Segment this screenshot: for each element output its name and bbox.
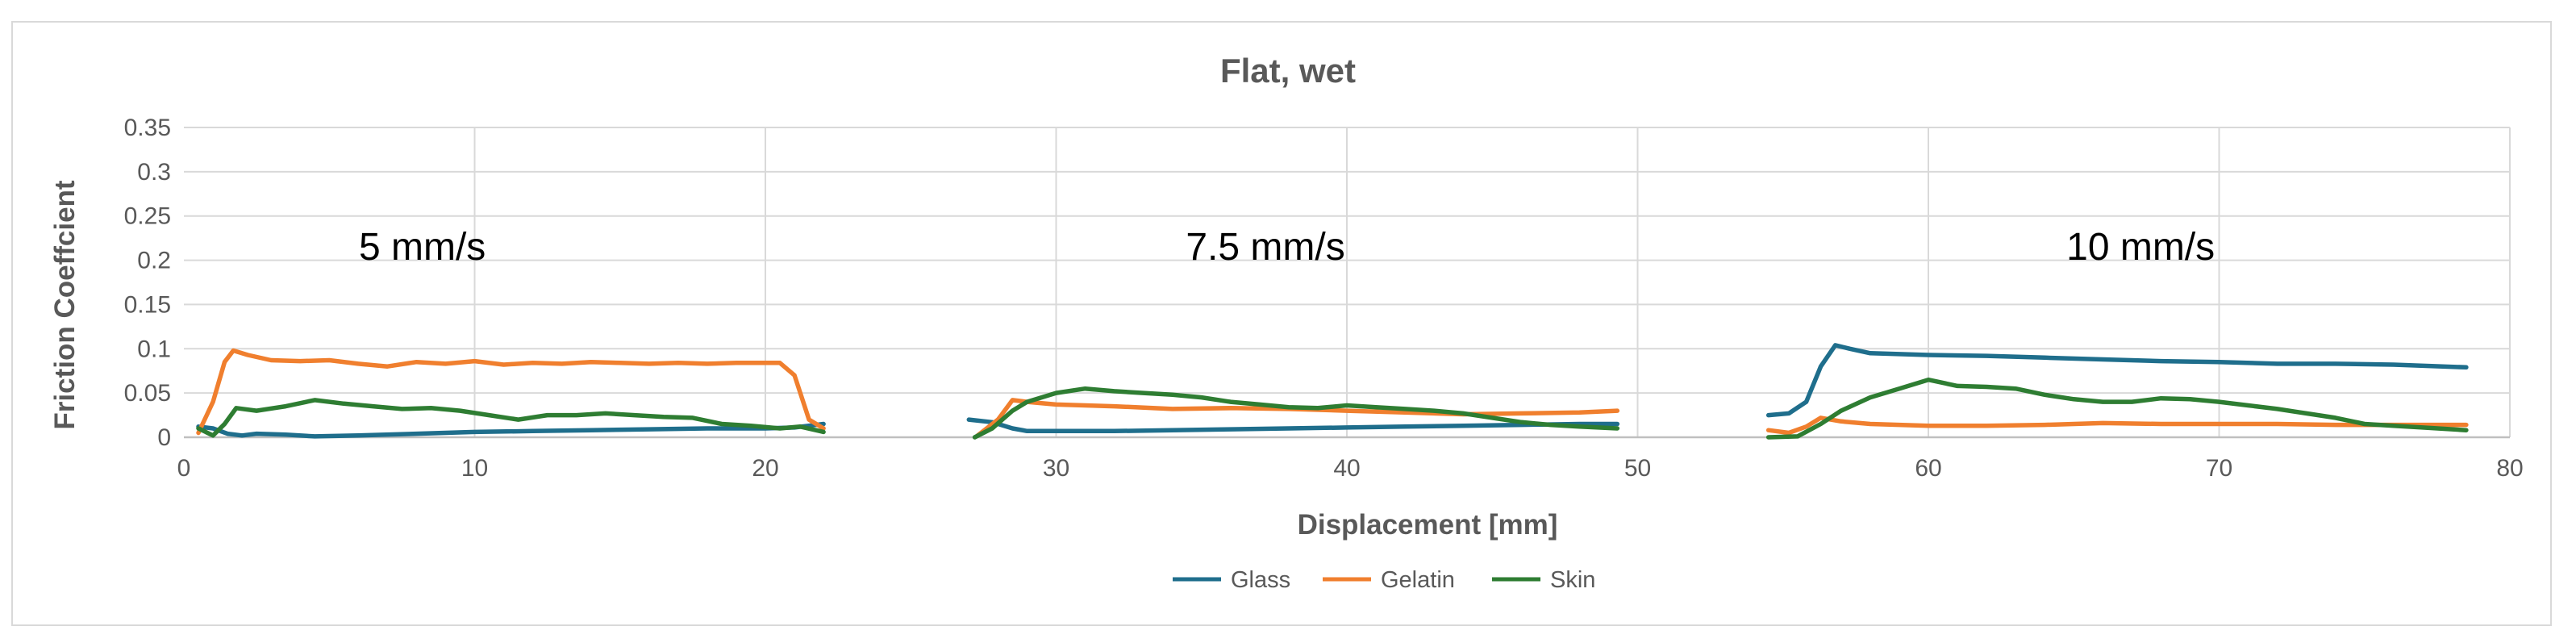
y-tick-labels: 0 0.05 0.1 0.15 0.2 0.25 0.3 0.35 [124, 115, 171, 451]
legend: Glass Gelatin Skin [1173, 567, 1595, 593]
y-tick-label: 0 [157, 424, 171, 451]
series-line-skin-2 [1765, 377, 2469, 440]
series-line-glass-1 [966, 417, 1620, 434]
y-tick-label: 0.2 [137, 248, 171, 274]
grid-layer [184, 127, 2511, 439]
x-tick-label: 70 [2206, 455, 2232, 482]
series-line-glass-0 [196, 421, 826, 439]
speed-annotation: 5 mm/s [359, 226, 486, 269]
y-tick-label: 0.15 [124, 291, 171, 318]
x-tick-labels: 0 10 20 30 40 50 60 70 80 [177, 455, 2524, 482]
y-tick-label: 0.35 [124, 115, 171, 141]
x-tick-label: 0 [177, 455, 191, 482]
legend-item-skin: Skin [1492, 567, 1595, 593]
series-gelatin [196, 348, 2469, 438]
x-tick-label: 50 [1624, 455, 1651, 482]
legend-label: Skin [1550, 567, 1595, 593]
speed-annotation: 7.5 mm/s [1186, 226, 1344, 269]
chart-title: Flat, wet [1220, 52, 1356, 90]
legend-label: Gelatin [1381, 567, 1455, 593]
series-layer [196, 343, 2469, 440]
x-tick-label: 60 [1915, 455, 1941, 482]
series-line-skin-1 [972, 386, 1620, 440]
x-tick-label: 30 [1043, 455, 1069, 482]
x-tick-label: 40 [1333, 455, 1360, 482]
series-line-gelatin-1 [975, 398, 1620, 438]
annotation-layer: 5 mm/s 7.5 mm/s 10 mm/s [359, 226, 2215, 269]
series-line-skin-0 [196, 398, 826, 438]
chart-frame [11, 21, 2552, 626]
legend-item-glass: Glass [1173, 567, 1290, 593]
legend-item-gelatin: Gelatin [1323, 567, 1455, 593]
series-line-gelatin-0 [196, 348, 826, 436]
x-tick-label: 80 [2496, 455, 2523, 482]
x-tick-label: 10 [461, 455, 488, 482]
x-tick-label: 20 [752, 455, 778, 482]
x-axis-label: Displacement [mm] [1298, 509, 1558, 541]
series-skin [196, 377, 2469, 440]
series-line-glass-2 [1765, 343, 2469, 418]
y-axis-label: Friction Coeffcient [49, 180, 81, 430]
y-tick-label: 0.3 [137, 159, 171, 186]
legend-label: Glass [1231, 567, 1290, 593]
y-tick-label: 0.25 [124, 203, 171, 230]
series-glass [196, 343, 2469, 439]
series-line-gelatin-2 [1765, 415, 2469, 436]
y-tick-label: 0.1 [137, 336, 171, 362]
y-tick-label: 0.05 [124, 380, 171, 407]
speed-annotation: 10 mm/s [2066, 226, 2215, 269]
